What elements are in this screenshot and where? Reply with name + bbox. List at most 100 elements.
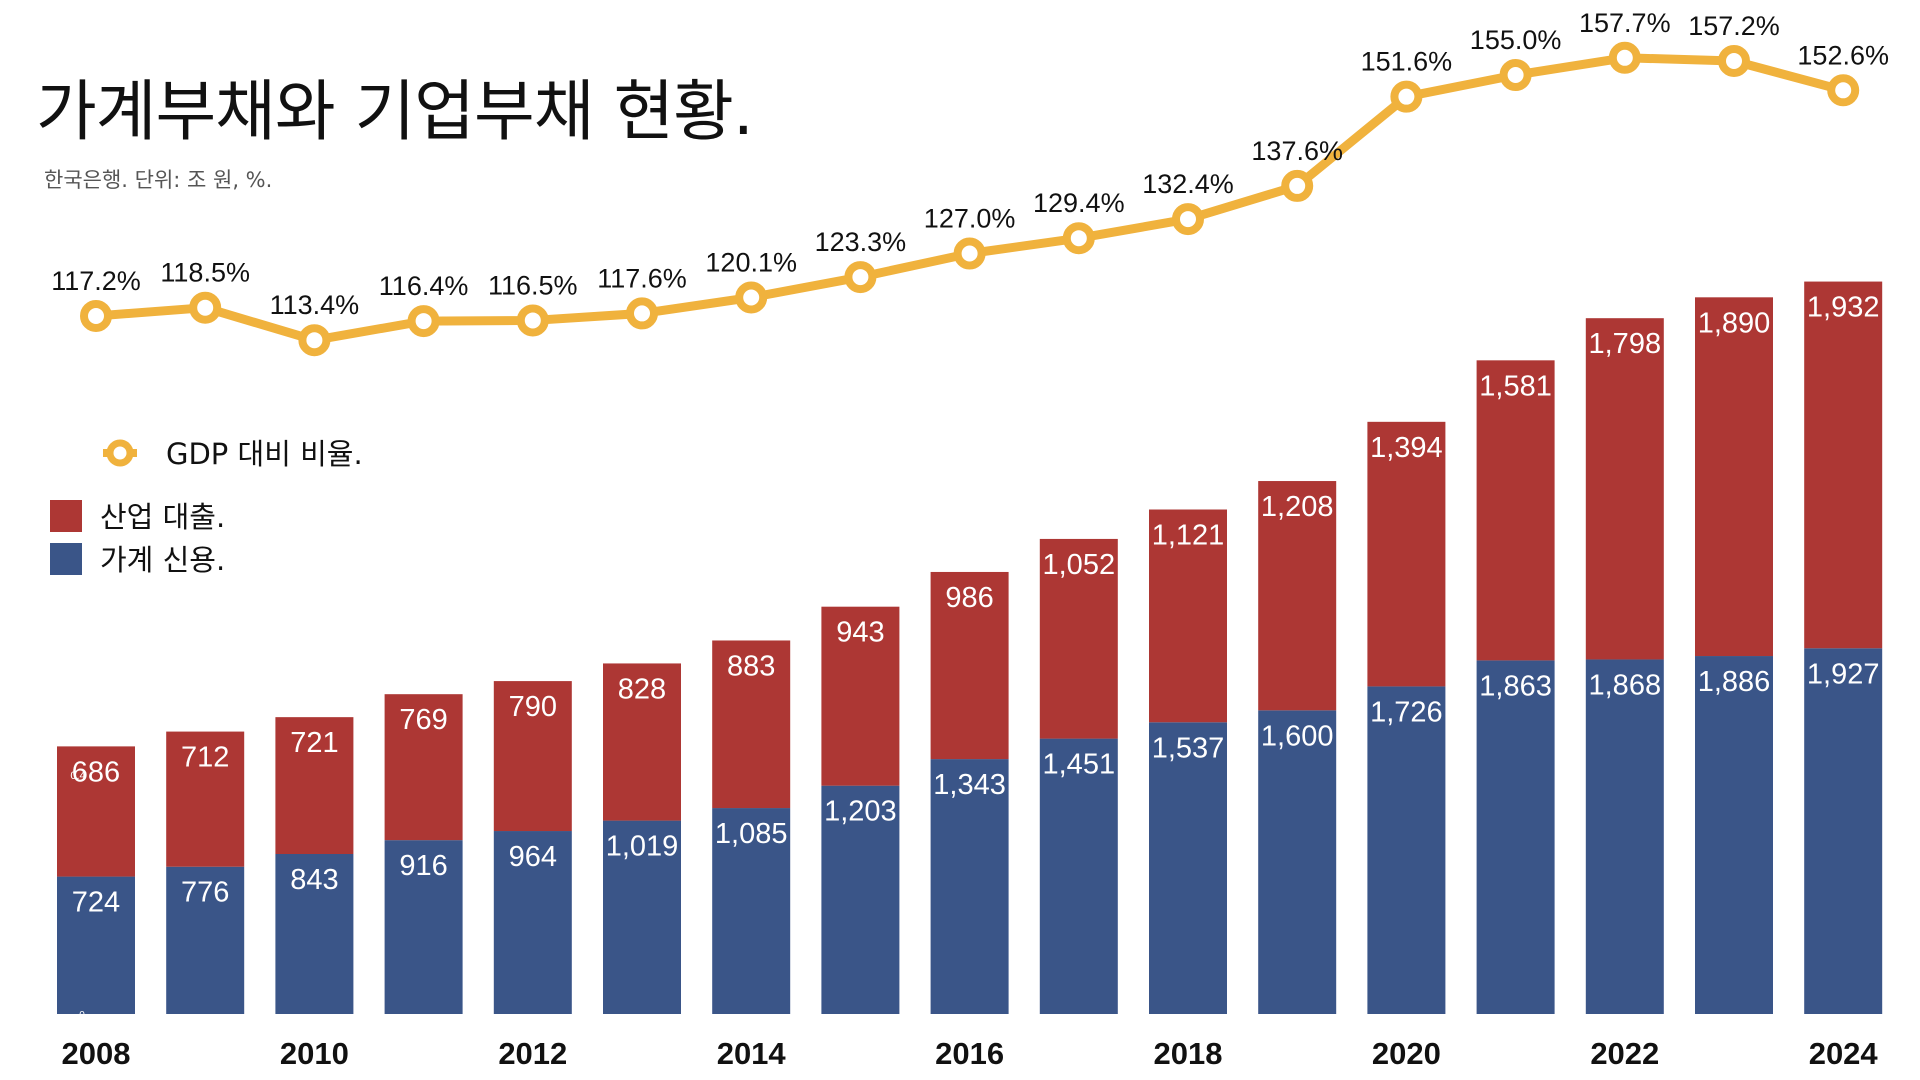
x-tick-2022: 2022 — [1590, 1036, 1659, 1071]
ratio-label-2010: 113.4% — [270, 290, 360, 320]
legend-industrial-swatch-icon — [50, 500, 82, 532]
bar-household-2012 — [493, 831, 572, 1014]
label-household-2017: 1,451 — [1043, 749, 1116, 781]
bar-household-2023 — [1695, 656, 1773, 1014]
ratio-marker-2021 — [1499, 59, 1532, 91]
label-household-2011: 916 — [399, 850, 447, 882]
label-household-2010: 843 — [290, 864, 338, 896]
label-industrial-2011: 769 — [399, 704, 447, 736]
ratio-label-2016: 127.0% — [924, 204, 1016, 234]
ratio-marker-2015 — [844, 261, 877, 294]
ratio-label-2024: 152.6% — [1797, 40, 1889, 70]
label-industrial-2019: 1,208 — [1261, 491, 1334, 523]
label-industrial-2012: 790 — [509, 691, 557, 723]
bar-industrial-2010 — [275, 717, 354, 854]
label-industrial-2018: 1,121 — [1152, 520, 1225, 552]
ratio-marker-2023 — [1718, 44, 1750, 77]
bar-household-2011 — [384, 840, 463, 1014]
bar-industrial-2021 — [1476, 360, 1555, 661]
ratio-label-2015: 123.3% — [815, 227, 907, 257]
bar-industrial-2020 — [1367, 421, 1446, 687]
x-tick-2010: 2010 — [280, 1036, 349, 1071]
bar-industrial-2016 — [930, 571, 1009, 760]
chart-title: 가계부채와 기업부채 현황. — [36, 73, 754, 150]
legend-item-household: 가계 신용. — [50, 543, 225, 577]
label-household-2013: 1,019 — [606, 831, 679, 863]
ratio-label-2021: 155.0% — [1470, 25, 1562, 55]
bar-industrial-2019 — [1258, 481, 1337, 711]
bar-household-2014 — [712, 808, 791, 1014]
bar-industrial-2008 — [57, 746, 135, 877]
ratio-marker-2012 — [516, 304, 549, 337]
label-industrial-2014: 883 — [727, 650, 775, 682]
bar-household-2022 — [1585, 659, 1664, 1014]
label-household-2008: 724 — [72, 887, 120, 919]
bar-household-2020 — [1367, 686, 1446, 1014]
bar-industrial-2022 — [1585, 318, 1664, 660]
label-industrial-2024: 1,932 — [1807, 292, 1880, 324]
ratio-marker-2010 — [298, 324, 331, 357]
ratio-label-2018: 132.4% — [1142, 169, 1234, 199]
bar-industrial-2014 — [712, 640, 791, 809]
bar-household-2017 — [1039, 738, 1118, 1014]
label-industrial-2009: 712 — [181, 742, 229, 774]
ratio-label-2022: 157.7% — [1579, 8, 1671, 38]
stray-label-small: 0.4 — [70, 770, 85, 782]
ratio-marker-2020 — [1390, 80, 1423, 113]
ratio-marker-2019 — [1281, 169, 1314, 202]
legend-item-industrial: 산업 대출. — [50, 500, 225, 534]
label-household-2021: 1,863 — [1479, 670, 1552, 702]
bar-industrial-2013 — [603, 663, 681, 821]
ratio-marker-2011 — [407, 305, 440, 338]
bar-household-2013 — [603, 820, 681, 1014]
bar-household-2008 — [57, 876, 135, 1014]
label-industrial-2023: 1,890 — [1698, 307, 1771, 339]
bar-industrial-2018 — [1149, 509, 1227, 723]
bar-industrial-2023 — [1695, 297, 1773, 657]
legend-item-ratio: GDP 대비 비율. — [103, 437, 363, 471]
label-industrial-2010: 721 — [290, 727, 338, 759]
bar-household-2016 — [930, 759, 1009, 1014]
label-household-2019: 1,600 — [1261, 720, 1334, 752]
label-industrial-2015: 943 — [836, 617, 884, 649]
bar-industrial-2024 — [1804, 281, 1883, 649]
bars-layer — [57, 281, 1883, 1014]
label-household-2016: 1,343 — [933, 769, 1006, 801]
legend-household-swatch-icon — [50, 543, 82, 575]
ratio-label-2023: 157.2% — [1688, 11, 1780, 41]
label-industrial-2008: 686 — [72, 756, 120, 788]
x-tick-2018: 2018 — [1154, 1036, 1223, 1071]
label-household-2024: 1,927 — [1807, 658, 1880, 690]
label-industrial-2013: 828 — [618, 673, 666, 705]
ratio-marker-2008 — [80, 299, 112, 332]
bar-household-2024 — [1804, 648, 1883, 1014]
bar-household-2021 — [1476, 660, 1555, 1014]
chart-subtitle: 한국은행. 단위: 조 원, %. — [44, 168, 273, 192]
ratio-marker-2017 — [1062, 222, 1095, 255]
label-household-2023: 1,886 — [1698, 666, 1771, 698]
ratio-label-2011: 116.4% — [379, 271, 469, 301]
x-tick-2014: 2014 — [717, 1036, 787, 1071]
bar-industrial-2015 — [821, 606, 900, 786]
x-tick-2020: 2020 — [1372, 1036, 1441, 1071]
ratio-marker-2022 — [1608, 41, 1641, 74]
ratio-marker-2014 — [735, 281, 768, 314]
bar-industrial-2017 — [1039, 538, 1118, 739]
legend-label-industrial: 산업 대출. — [100, 500, 225, 534]
legend-label-ratio: GDP 대비 비율. — [166, 437, 363, 471]
bar-labels-layer: 724 686 776 712 843 721 916 769 964 790 1,019 828 1,… — [72, 292, 1880, 919]
legend: GDP 대비 비율. 산업 대출. 가계 신용. — [50, 437, 363, 577]
label-household-2012: 964 — [509, 841, 557, 873]
label-household-2018: 1,537 — [1152, 732, 1225, 764]
legend-label-household: 가계 신용. — [100, 543, 225, 577]
ratio-marker-2024 — [1827, 74, 1860, 107]
bar-industrial-2011 — [384, 694, 463, 841]
bar-household-2019 — [1258, 710, 1337, 1014]
ratio-label-2020: 151.6% — [1361, 47, 1453, 77]
ratio-marker-2018 — [1172, 203, 1204, 236]
ratio-marker-2013 — [626, 297, 658, 330]
label-industrial-2017: 1,052 — [1043, 549, 1116, 581]
x-tick-2008: 2008 — [62, 1036, 131, 1071]
x-tick-2016: 2016 — [935, 1036, 1004, 1071]
